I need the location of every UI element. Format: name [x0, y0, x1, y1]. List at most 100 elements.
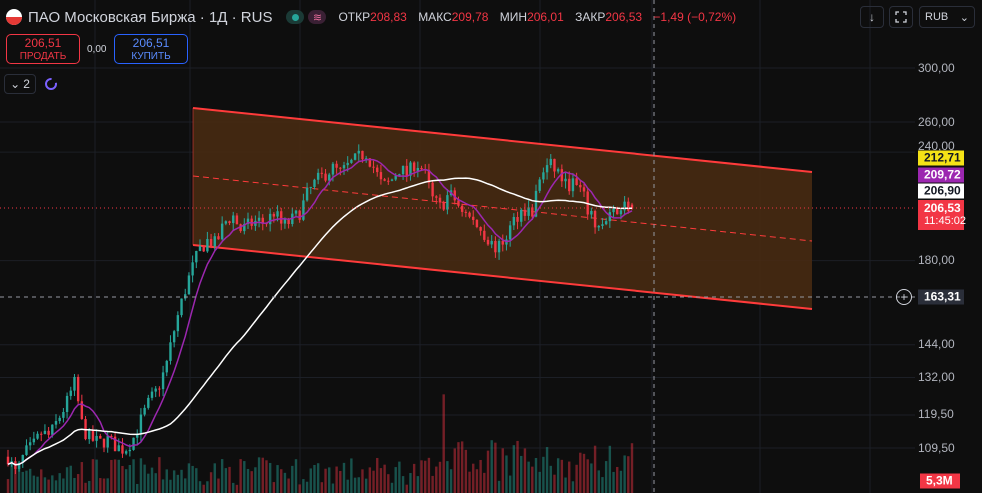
candle-body	[398, 174, 401, 176]
volume-bar	[40, 469, 43, 493]
volume-bar	[17, 465, 21, 493]
volume-bar	[239, 459, 242, 493]
candle-body	[232, 215, 235, 224]
market-open-icon	[286, 10, 305, 24]
volume-bar	[228, 466, 231, 493]
volume-bar	[608, 445, 612, 493]
candle-body	[305, 187, 309, 201]
volume-bar	[460, 441, 464, 493]
volume-bar	[597, 470, 600, 493]
candle-body	[102, 438, 106, 448]
candle-body	[619, 210, 623, 215]
candle-body	[154, 388, 157, 392]
volume-bar	[302, 479, 305, 493]
candle-body	[32, 438, 36, 443]
volume-bar	[516, 440, 519, 493]
candle-body	[169, 342, 172, 361]
loading-icon[interactable]	[44, 77, 58, 91]
candle-body	[331, 163, 335, 175]
volume-bar	[364, 478, 368, 493]
change-value: −1,49 (−0,72%)	[653, 10, 737, 24]
wave-icon: ≋	[308, 10, 327, 24]
download-button[interactable]: ↓	[860, 6, 884, 28]
volume-bar	[350, 458, 353, 493]
volume-bar	[206, 481, 209, 493]
candle-body	[184, 294, 187, 299]
volume-bar	[590, 463, 593, 493]
volume-bar	[357, 477, 360, 493]
candle-body	[472, 216, 475, 220]
add-alert-plus-icon[interactable]: +	[896, 289, 912, 305]
candle-body	[412, 162, 416, 172]
candle-body	[593, 210, 597, 228]
volume-bar	[36, 476, 39, 493]
volume-bar	[331, 483, 335, 493]
candle-body	[316, 172, 320, 180]
candle-body	[364, 158, 368, 160]
candle-body	[99, 435, 102, 439]
candle-body	[357, 150, 360, 154]
candle-body	[228, 221, 231, 224]
indicators-count: 2	[23, 77, 30, 91]
candle-body	[435, 196, 438, 198]
volume-bar	[10, 463, 13, 493]
volume-bar	[398, 461, 401, 493]
buy-label: КУПИТЬ	[131, 51, 171, 62]
candle-body	[372, 166, 375, 168]
volume-bar	[136, 483, 139, 493]
volume-bar	[150, 467, 154, 493]
volume-bar	[394, 467, 397, 493]
candle-body	[512, 216, 516, 226]
volume-bar	[416, 476, 420, 493]
candle-body	[405, 165, 408, 176]
ohlc-low-label: МИН	[499, 10, 528, 24]
volume-bar	[283, 472, 287, 493]
candle-body	[128, 449, 132, 452]
axis-label-109-5: 109,50	[918, 441, 955, 455]
ohlc-high-label: МАКС	[418, 10, 452, 24]
volume-bar	[534, 457, 538, 493]
volume-bar	[195, 468, 198, 493]
candle-body	[43, 430, 47, 434]
volume-bar	[486, 450, 490, 493]
candle-body	[453, 190, 456, 201]
volume-bar	[438, 461, 442, 493]
volume-bar	[80, 462, 84, 493]
volume-bar	[132, 459, 135, 493]
sell-button[interactable]: 206,51 ПРОДАТЬ	[6, 34, 80, 64]
candle-body	[76, 376, 80, 402]
volume-bar	[619, 470, 623, 493]
sell-price: 206,51	[24, 36, 62, 50]
buy-price: 206,51	[132, 36, 170, 50]
volume-bar	[161, 479, 165, 493]
candle-body	[390, 179, 394, 181]
candle-body	[597, 225, 600, 228]
volume-bar	[243, 461, 246, 493]
volume-bar	[235, 484, 239, 493]
channel-upper-line	[192, 107, 813, 173]
volume-bar	[542, 456, 545, 493]
indicators-toggle[interactable]: ⌄ 2	[4, 74, 36, 94]
volume-bar	[483, 472, 486, 493]
candle-body	[161, 372, 165, 390]
currency-select[interactable]: RUB ⌄	[919, 6, 975, 28]
volume-bar	[305, 481, 309, 493]
volume-bar	[568, 461, 571, 493]
candle-body	[257, 217, 261, 221]
fullscreen-button[interactable]	[889, 6, 913, 28]
candle-body	[294, 210, 298, 214]
volume-bar	[339, 470, 342, 493]
candle-body	[202, 246, 205, 252]
volume-bar	[593, 445, 597, 493]
axis-label-132: 132,00	[918, 370, 955, 384]
buy-button[interactable]: 206,51 КУПИТЬ	[114, 34, 188, 64]
volume-bar	[43, 477, 47, 493]
symbol-title[interactable]: ПАО Московская Биржа · 1Д · RUS	[28, 8, 273, 26]
volume-bar	[191, 465, 194, 493]
candle-body	[206, 238, 209, 252]
volume-bar	[276, 465, 279, 493]
volume-bar	[361, 469, 364, 493]
volume-bar	[387, 474, 390, 493]
candle-body	[483, 230, 486, 240]
